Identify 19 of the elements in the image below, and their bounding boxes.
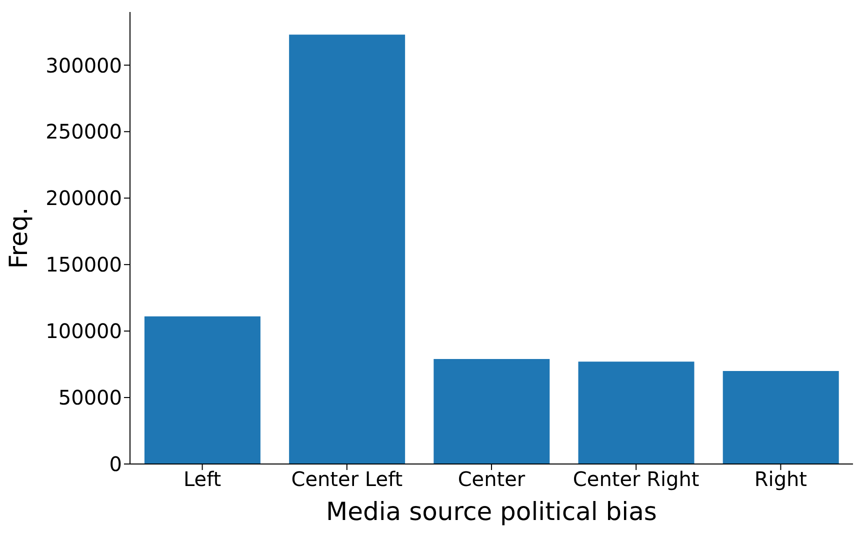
- x-tick-label: Center: [458, 467, 526, 492]
- x-tick-label: Center Left: [291, 467, 403, 492]
- y-tick-label: 200000: [46, 186, 122, 210]
- y-tick-label: 0: [109, 452, 122, 476]
- y-tick-label: 100000: [46, 319, 122, 344]
- y-axis-title: Freq.: [4, 207, 33, 269]
- bar: [144, 316, 260, 464]
- bar: [578, 362, 694, 464]
- y-tick-label: 150000: [46, 252, 122, 277]
- x-tick-label: Left: [183, 467, 222, 492]
- bar: [434, 358, 550, 464]
- x-tick-label: Right: [754, 467, 808, 492]
- bar: [722, 370, 839, 464]
- x-tick-label: Center Right: [572, 467, 700, 492]
- y-tick-label: 50000: [58, 386, 122, 410]
- bar: [289, 34, 406, 464]
- x-axis-title: Media source political bias: [326, 497, 657, 526]
- y-tick-label: 250000: [46, 120, 122, 144]
- y-tick-label: 300000: [46, 53, 122, 78]
